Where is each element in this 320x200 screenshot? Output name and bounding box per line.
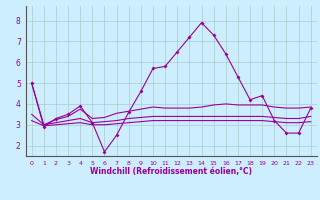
X-axis label: Windchill (Refroidissement éolien,°C): Windchill (Refroidissement éolien,°C) — [90, 167, 252, 176]
